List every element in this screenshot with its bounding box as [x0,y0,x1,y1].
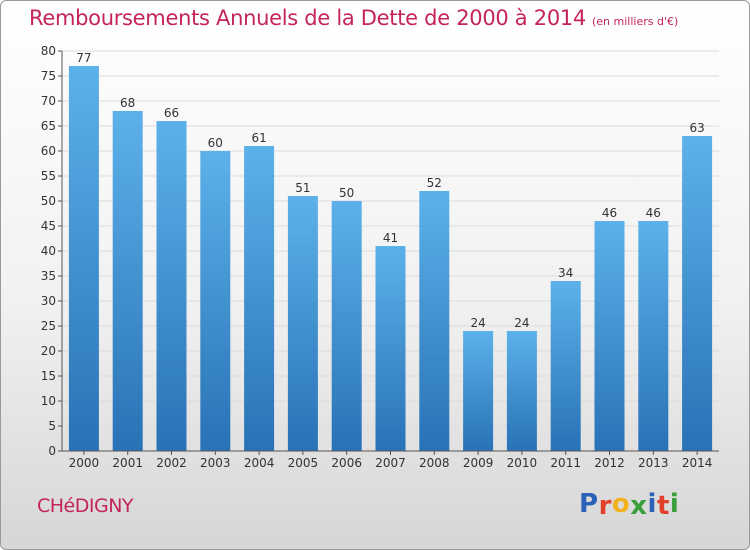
bar-2002 [156,121,187,451]
x-tick-label-2001: 2001 [112,456,143,470]
y-tick-label-75: 75 [41,69,56,83]
logo-letter: x [630,491,648,521]
bar-2004 [244,146,275,451]
value-label-2014: 63 [689,121,704,135]
logo-letter: o [611,489,631,519]
y-tick-label-80: 80 [41,44,56,58]
x-tick-label-2012: 2012 [594,456,625,470]
x-tick-label-2014: 2014 [682,456,713,470]
value-label-2008: 52 [427,176,442,190]
x-tick-label-2006: 2006 [331,456,362,470]
chart-title-text: Remboursements Annuels de la Dette de 20… [29,6,586,30]
bar-value-labels: 77 68 66 60 61 51 50 41 52 24 24 34 46 46 63 [76,51,704,330]
value-label-2006: 50 [339,186,354,200]
value-label-2013: 46 [646,206,661,220]
x-tick-label-2010: 2010 [507,456,538,470]
value-label-2009: 24 [470,316,485,330]
x-tick-label-2013: 2013 [638,456,669,470]
value-label-2002: 66 [164,106,179,120]
bar-2006 [331,201,362,451]
y-tick-label-10: 10 [41,394,56,408]
y-tick-label-45: 45 [41,219,56,233]
logo-letter: i [669,489,680,519]
y-tick-label-65: 65 [41,119,56,133]
bar-2007 [375,246,406,451]
x-tick-label-2000: 2000 [69,456,100,470]
x-tick-label-2008: 2008 [419,456,450,470]
y-tick-label-30: 30 [41,294,56,308]
value-label-2010: 24 [514,316,529,330]
y-tick-label-0: 0 [48,444,56,458]
bar-2012 [594,221,625,451]
bar-2000 [68,66,99,451]
axes [61,51,719,452]
y-tick-label-50: 50 [41,194,56,208]
y-tick-label-70: 70 [41,94,56,108]
value-label-2004: 61 [251,131,266,145]
y-tick-label-35: 35 [41,269,56,283]
bar-2005 [287,196,318,451]
logo-letter: t [656,491,670,521]
value-label-2000: 77 [76,51,91,65]
value-label-2005: 51 [295,181,310,195]
bar-2003 [200,151,231,451]
y-tick-label-40: 40 [41,244,56,258]
bars [68,66,713,451]
x-tick-label-2007: 2007 [375,456,406,470]
bar-2008 [419,191,450,451]
commune-name: CHéDIGNY [37,495,134,517]
y-axis-tick-labels: 0 5 10 15 20 25 30 35 40 45 50 55 60 65 70 75 80 [41,44,56,458]
y-tick-label-5: 5 [48,419,56,433]
logo-letter: P [579,489,599,519]
bar-2014 [682,136,713,451]
bar-2001 [112,111,143,451]
x-tick-label-2002: 2002 [156,456,187,470]
bar-2009 [463,331,494,451]
chart-unit-note: (en milliers d'€) [592,15,679,28]
value-label-2003: 60 [208,136,223,150]
bar-2010 [506,331,537,451]
value-label-2001: 68 [120,96,135,110]
proxiti-logo[interactable]: Proxiti [579,489,680,521]
x-tick-label-2003: 2003 [200,456,231,470]
bar-2013 [638,221,669,451]
y-tick-label-60: 60 [41,144,56,158]
x-tick-label-2004: 2004 [244,456,275,470]
value-label-2007: 41 [383,231,398,245]
logo-letter: i [647,489,657,519]
logo-letter: r [598,491,612,521]
y-tick-label-25: 25 [41,319,56,333]
x-tick-label-2011: 2011 [550,456,581,470]
x-tick-label-2009: 2009 [463,456,494,470]
x-axis-tick-labels: 2000 2001 2002 2003 2004 2005 2006 2007 2008 2009… [69,451,713,470]
x-tick-label-2005: 2005 [288,456,319,470]
y-tick-label-20: 20 [41,344,56,358]
value-label-2011: 34 [558,266,573,280]
value-label-2012: 46 [602,206,617,220]
chart-title: Remboursements Annuels de la Dette de 20… [29,6,678,30]
bar-2011 [550,281,581,451]
y-tick-label-55: 55 [41,169,56,183]
y-tick-label-15: 15 [41,369,56,383]
